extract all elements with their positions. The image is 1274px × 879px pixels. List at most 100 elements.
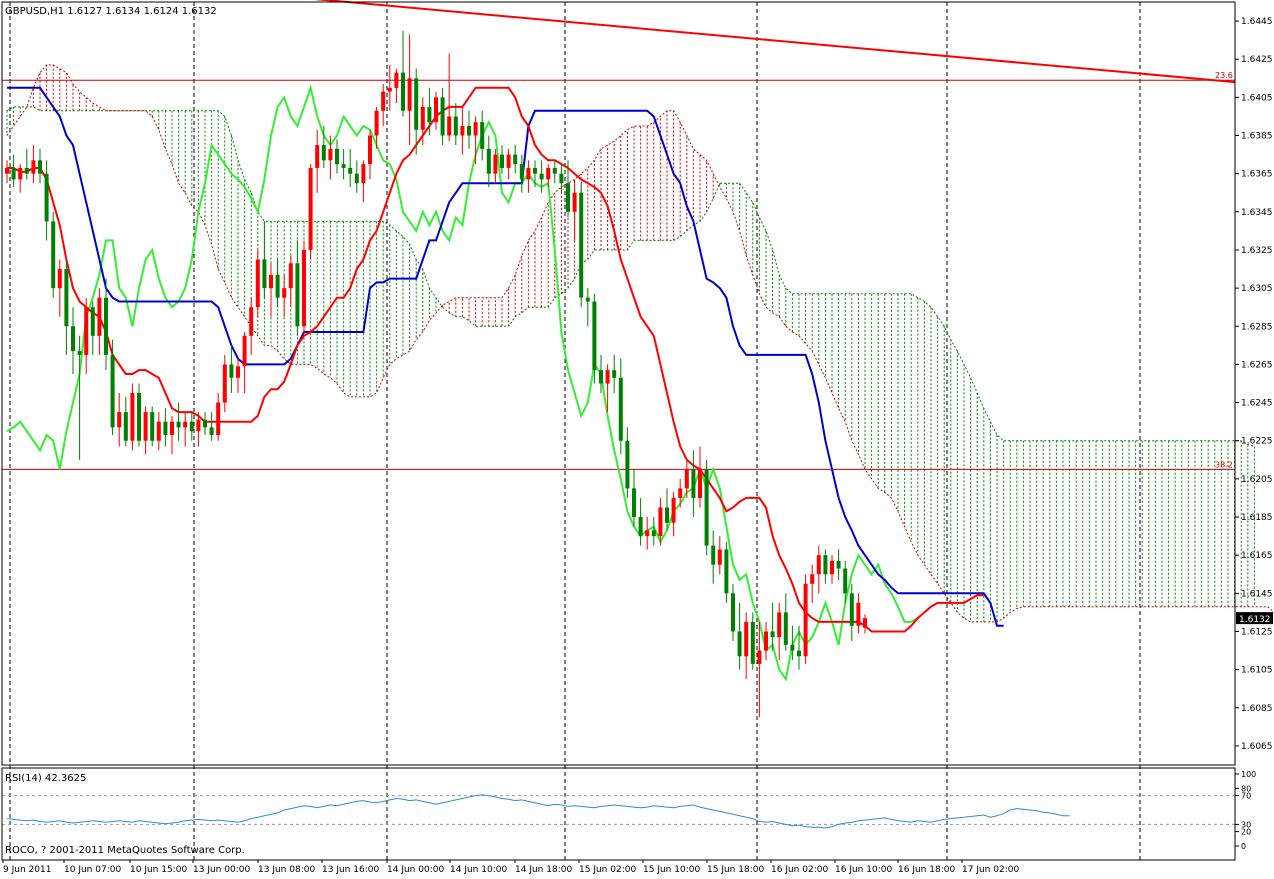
candle-body (143, 412, 148, 441)
candle-body (110, 354, 115, 428)
candle-body (460, 125, 465, 136)
fib-level-label: 23.6 (1215, 71, 1233, 80)
candle-body (38, 160, 42, 174)
time-axis-label: 13 Jun 08:00 (258, 865, 315, 875)
candle-body (302, 249, 306, 327)
price-tick-label: 1.6305 (1241, 284, 1273, 294)
main-frame (1, 1, 1236, 766)
candle-body (447, 116, 452, 136)
trendline-layer[interactable] (284, 0, 1236, 84)
candle-body (11, 167, 16, 180)
candle-body (658, 507, 663, 537)
time-axis-label: 10 Jun 15:00 (130, 865, 187, 875)
candle-body (189, 421, 194, 432)
candle-body (434, 97, 438, 123)
candle-body (625, 440, 630, 489)
candle-body (618, 377, 623, 441)
candle-body (467, 125, 471, 136)
chart-title: GBPUSD,H1 1.6127 1.6134 1.6124 1.6132 (5, 6, 217, 17)
candle-body (183, 421, 188, 428)
price-tick-label: 1.6185 (1241, 513, 1273, 523)
price-tick-label: 1.6225 (1241, 437, 1273, 447)
candle-body (704, 469, 709, 546)
candle-body (71, 326, 75, 352)
candle-body (77, 351, 82, 355)
candle-body (691, 469, 696, 498)
time-axis-label: 13 Jun 00:00 (193, 865, 250, 875)
candle-body (671, 497, 676, 523)
candle-body (711, 545, 716, 565)
price-tick-label: 1.6365 (1241, 170, 1273, 180)
candle-body (592, 301, 597, 371)
candle-body (546, 167, 551, 180)
candle-body (750, 621, 755, 664)
fib-level-label: 38.2 (1215, 460, 1233, 469)
candle-body (401, 72, 405, 111)
price-tick-label: 1.6125 (1241, 627, 1273, 637)
time-axis-label: 16 Jun 02:00 (771, 865, 828, 875)
candle-body (440, 97, 445, 136)
candle-body (236, 366, 240, 378)
candle-body (209, 427, 214, 436)
candle-body (51, 221, 56, 289)
candle-body (843, 568, 848, 594)
candle-body (539, 173, 544, 180)
price-tick-label: 1.6065 (1241, 742, 1273, 752)
candle-body (797, 650, 801, 657)
candle-body (519, 164, 524, 180)
candle-body (566, 183, 570, 212)
candle-body (97, 297, 102, 336)
candle-body (453, 116, 458, 136)
candle-body (90, 307, 95, 336)
candle-body (368, 135, 372, 165)
price-tick-label: 1.6205 (1241, 475, 1273, 485)
candle-body (222, 364, 227, 403)
candle-body (137, 393, 141, 441)
candle-body (816, 555, 821, 575)
rsi-frame (1, 767, 1236, 861)
senkou-span-b-line (6, 64, 1274, 623)
candle-body (308, 167, 313, 250)
candle-body (348, 167, 353, 174)
candle-body (572, 192, 577, 212)
candle-body (552, 167, 557, 174)
candle-body (698, 469, 702, 498)
candle-body (156, 421, 161, 441)
trendline[interactable] (284, 0, 1236, 84)
candle-body (104, 297, 108, 355)
candle-body (678, 488, 683, 498)
time-axis-label: 16 Jun 10:00 (835, 865, 892, 875)
candle-body (282, 288, 287, 298)
candle-body (249, 307, 254, 336)
candle-body (803, 583, 808, 657)
candle-body (579, 192, 584, 298)
candle-body (526, 167, 531, 180)
candle-body (506, 154, 511, 168)
candle-body (849, 593, 854, 626)
rsi-tick-label: 0 (1241, 842, 1246, 851)
ichimoku-cloud (6, 64, 1274, 623)
price-tick-label: 1.6285 (1241, 322, 1273, 332)
candle-body (724, 549, 729, 594)
candle-body (18, 167, 23, 180)
candle-body (836, 560, 841, 569)
price-tick-label: 1.6085 (1241, 704, 1273, 714)
candle-body (638, 517, 643, 537)
time-axis-label: 9 Jun 2011 (3, 865, 51, 875)
candle-body (486, 148, 491, 174)
candle-body (764, 631, 768, 651)
candle-body (315, 145, 320, 168)
candle-body (823, 555, 828, 575)
candle-body (500, 154, 504, 168)
price-tick-label: 1.6425 (1241, 55, 1273, 65)
candle-body (335, 148, 339, 165)
candle-body (123, 412, 128, 441)
candle-body (24, 167, 29, 174)
candle-body (599, 370, 603, 384)
rsi-title: RSI(14) 42.3625 (5, 773, 86, 784)
price-tick-label: 1.6145 (1241, 589, 1273, 599)
candle-body (810, 574, 815, 584)
